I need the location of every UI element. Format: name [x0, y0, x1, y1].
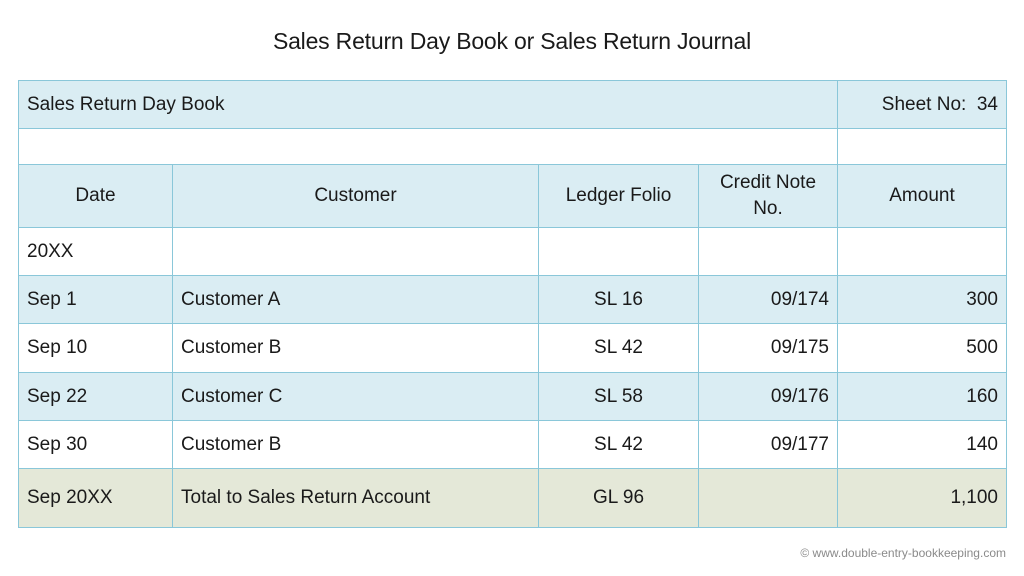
- date-cell: Sep 22: [18, 372, 173, 421]
- customer-cell: Customer C: [172, 372, 539, 421]
- sales-return-journal-table: Sales Return Day Book Sheet No: 34 Date …: [18, 80, 1007, 528]
- total-date-cell: Sep 20XX: [18, 468, 173, 528]
- table-row: Sep 22 Customer C SL 58 09/176 160: [18, 372, 1007, 421]
- header-ledger-folio: Ledger Folio: [538, 164, 699, 228]
- year-cell: 20XX: [18, 227, 173, 276]
- copyright-footer: © www.double-entry-bookkeeping.com: [800, 546, 1006, 560]
- amount-cell: 300: [837, 275, 1007, 324]
- table-row: Sep 10 Customer B SL 42 09/175 500: [18, 323, 1007, 373]
- header-amount: Amount: [837, 164, 1007, 228]
- book-name: Sales Return Day Book: [18, 80, 838, 129]
- total-row: Sep 20XX Total to Sales Return Account G…: [18, 468, 1007, 528]
- date-cell: Sep 1: [18, 275, 173, 324]
- customer-cell: Customer B: [172, 420, 539, 469]
- amount-cell: 160: [837, 372, 1007, 421]
- date-cell: Sep 30: [18, 420, 173, 469]
- credit-note-cell: 09/174: [698, 275, 838, 324]
- header-credit-note: Credit Note No.: [698, 164, 838, 228]
- total-description-cell: Total to Sales Return Account: [172, 468, 539, 528]
- credit-note-cell: 09/177: [698, 420, 838, 469]
- folio-cell: SL 42: [538, 420, 699, 469]
- column-header-row: Date Customer Ledger Folio Credit Note N…: [18, 164, 1007, 228]
- book-title-row: Sales Return Day Book Sheet No: 34: [18, 80, 1007, 129]
- total-folio-cell: GL 96: [538, 468, 699, 528]
- amount-cell: 500: [837, 323, 1007, 373]
- date-cell: Sep 10: [18, 323, 173, 373]
- spacer-row: [18, 128, 1007, 165]
- sheet-label: Sheet No:: [881, 93, 967, 115]
- year-row: 20XX: [18, 227, 1007, 276]
- credit-note-cell: 09/176: [698, 372, 838, 421]
- header-customer: Customer: [172, 164, 539, 228]
- customer-cell: Customer B: [172, 323, 539, 373]
- page-title: Sales Return Day Book or Sales Return Jo…: [272, 28, 752, 54]
- credit-note-cell: 09/175: [698, 323, 838, 373]
- header-date: Date: [18, 164, 173, 228]
- total-credit-note-cell: [698, 468, 838, 528]
- customer-cell: Customer A: [172, 275, 539, 324]
- total-amount-cell: 1,100: [837, 468, 1007, 528]
- sheet-value: 34: [976, 93, 998, 115]
- folio-cell: SL 16: [538, 275, 699, 324]
- sheet-number: Sheet No: 34: [837, 80, 1007, 129]
- folio-cell: SL 58: [538, 372, 699, 421]
- folio-cell: SL 42: [538, 323, 699, 373]
- table-row: Sep 30 Customer B SL 42 09/177 140: [18, 420, 1007, 469]
- amount-cell: 140: [837, 420, 1007, 469]
- table-row: Sep 1 Customer A SL 16 09/174 300: [18, 275, 1007, 324]
